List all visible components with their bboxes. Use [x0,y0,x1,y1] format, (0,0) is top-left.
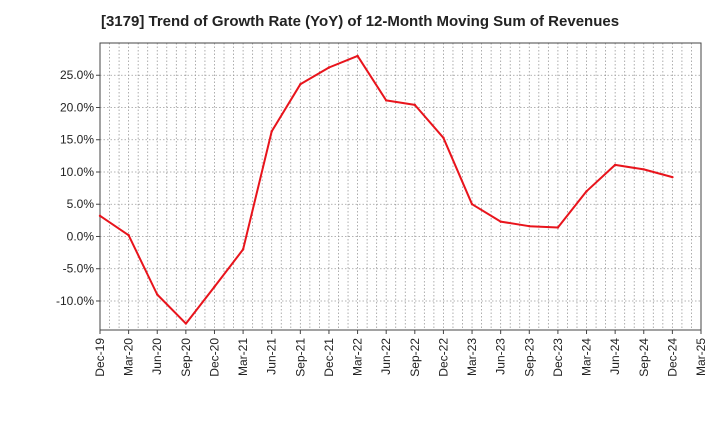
data-point [384,99,388,102]
x-tick-label: Jun-21 [265,338,279,375]
x-tick-label: Jun-23 [494,338,508,375]
data-point [356,54,359,58]
x-tick-label: Mar-22 [351,338,365,376]
y-tick-label: -10.0% [56,294,94,308]
data-point [127,233,130,237]
x-tick-label: Mar-20 [122,338,136,376]
data-point [327,66,331,69]
data-point [413,103,417,107]
x-tick-label: Sep-23 [522,338,536,377]
x-tick-label: Mar-25 [694,338,708,376]
y-tick-label: 15.0% [60,133,94,147]
y-tick-label: 20.0% [60,100,94,114]
x-tick-label: Jun-22 [379,338,393,375]
y-tick-label: 5.0% [67,197,95,211]
plot-frame [99,42,702,331]
x-tick-label: Jun-24 [608,338,622,375]
data-point [241,248,245,251]
data-point [528,224,531,228]
y-tick-label: -5.0% [63,262,95,276]
x-tick-label: Mar-21 [236,338,250,376]
x-tick-label: Dec-20 [207,338,221,377]
x-tick-label: Mar-24 [580,338,594,376]
data-point [184,322,188,325]
x-tick-label: Dec-19 [93,338,107,377]
y-tick-label: 0.0% [67,229,95,243]
x-tick-label: Sep-22 [408,338,422,377]
chart-title: [3179] Trend of Growth Rate (YoY) of 12-… [100,13,620,30]
x-tick-label: Sep-20 [179,338,193,377]
x-tick-label: Jun-20 [150,338,164,375]
data-point [156,293,159,296]
x-tick-label: Dec-22 [436,338,450,377]
x-tick-label: Dec-21 [322,338,336,377]
data-point [671,175,674,179]
data-point [98,214,102,218]
data-point [213,285,216,288]
y-tick-label: 25.0% [60,68,94,82]
data-point [585,190,588,193]
data-point [556,226,560,229]
x-tick-label: Dec-24 [665,338,679,377]
data-point [499,220,502,223]
data-point [642,168,645,171]
plot-area [100,43,701,330]
x-tick-label: Mar-23 [465,338,479,376]
x-tick-label: Sep-21 [293,338,307,377]
y-tick-label: 10.0% [60,165,94,179]
data-point [613,163,617,167]
data-point [270,130,273,133]
x-tick-label: Sep-24 [637,338,651,377]
data-point [299,83,302,86]
data-point [470,203,474,206]
data-point [442,136,445,140]
x-tick-label: Dec-23 [551,338,565,377]
